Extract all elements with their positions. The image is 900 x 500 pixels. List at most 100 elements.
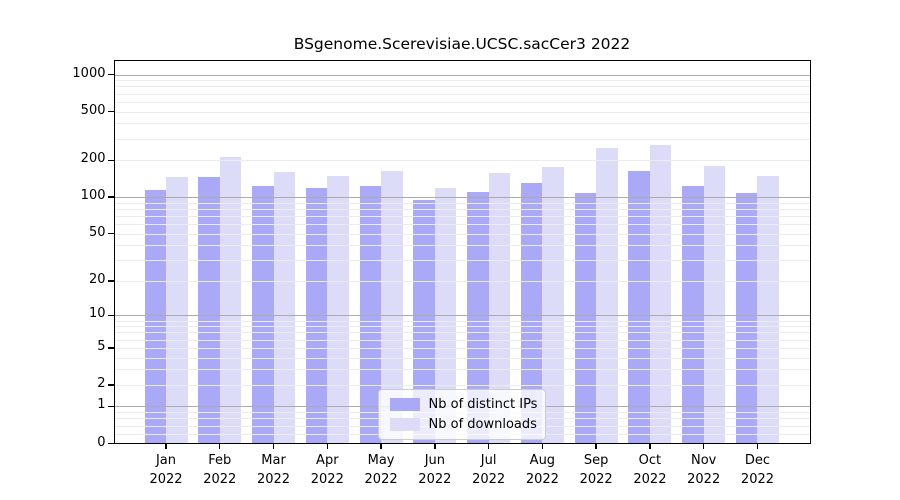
bar-jul-downloads: [488, 173, 511, 444]
y-tick: [107, 280, 114, 282]
year-label: 2022: [525, 472, 559, 487]
y-tick-label: 5: [97, 338, 106, 354]
x-tick-label-mar: Mar 2022: [242, 451, 306, 490]
bar-oct-downloads: [649, 144, 672, 444]
minor-gridline: [113, 320, 811, 322]
x-tick-label-jun: Jun 2022: [403, 451, 467, 490]
x-tick: [219, 443, 221, 449]
major-gridline: [113, 315, 811, 317]
y-tick-label: 200: [80, 151, 106, 167]
y-tick: [107, 405, 114, 408]
minor-gridline: [113, 111, 811, 113]
bar-dec-downloads: [757, 175, 779, 444]
bar-may-downloads: [381, 170, 403, 444]
month-label: May: [367, 452, 395, 468]
legend-item-distinct-ips: Nb of distinct IPs: [389, 394, 538, 414]
minor-gridline: [113, 123, 811, 125]
major-gridline: [113, 197, 811, 199]
minor-gridline: [113, 160, 811, 162]
minor-gridline: [113, 332, 811, 334]
x-tick-label-may: May 2022: [349, 451, 413, 490]
minor-gridline: [113, 326, 811, 328]
legend-label-downloads: Nb of downloads: [428, 416, 537, 432]
minor-gridline: [113, 233, 811, 235]
x-tick: [272, 443, 275, 449]
x-tick: [165, 443, 167, 449]
month-label: Sep: [583, 452, 609, 468]
y-tick-label: 50: [88, 224, 106, 240]
x-tick-label-sep: Sep 2022: [564, 451, 628, 490]
y-tick: [107, 314, 114, 317]
minor-gridline: [113, 215, 811, 217]
x-tick: [649, 443, 651, 449]
minor-gridline: [113, 280, 811, 282]
x-tick-label-jan: Jan 2022: [134, 451, 198, 490]
y-tick: [107, 232, 114, 235]
minor-gridline: [113, 339, 811, 341]
bar-dec-distinct-ips: [735, 193, 758, 444]
minor-gridline: [113, 384, 811, 386]
y-tick-label: 10: [88, 306, 106, 322]
x-tick-label-apr: Apr 2022: [295, 451, 359, 490]
month-label: Apr: [316, 452, 339, 468]
x-tick: [541, 443, 544, 449]
y-tick: [107, 110, 114, 113]
y-tick-label: 20: [88, 271, 106, 287]
y-tick-label: 0: [97, 434, 106, 450]
y-tick-label: 500: [80, 102, 106, 118]
month-label: Dec: [744, 452, 771, 468]
y-tick-label: 1: [97, 397, 106, 413]
y-tick: [107, 73, 114, 76]
month-label: Jan: [155, 452, 177, 468]
month-label: Jun: [424, 452, 445, 468]
month-label: Oct: [638, 452, 662, 468]
year-label: 2022: [310, 472, 344, 487]
bar-mar-downloads: [273, 171, 296, 444]
minor-gridline: [113, 208, 811, 210]
minor-gridline: [113, 101, 811, 103]
month-label: Mar: [261, 452, 286, 468]
x-tick: [326, 443, 328, 449]
x-tick: [756, 443, 759, 449]
bar-feb-distinct-ips: [198, 176, 220, 444]
minor-gridline: [113, 347, 811, 349]
gridlines-layer: [113, 60, 811, 444]
month-label: Aug: [529, 452, 556, 468]
minor-gridline: [113, 369, 811, 371]
bar-jul-distinct-ips: [467, 192, 489, 444]
bar-nov-downloads: [703, 165, 726, 444]
x-tick-label-oct: Oct 2022: [618, 451, 682, 490]
y-tick: [107, 384, 114, 386]
bar-apr-downloads: [327, 175, 349, 444]
x-tick-label-feb: Feb 2022: [188, 451, 252, 490]
minor-gridline: [113, 93, 811, 95]
x-tick-label-dec: Dec 2022: [725, 451, 789, 490]
y-tick: [107, 347, 114, 349]
x-tick-label-aug: Aug 2022: [510, 451, 574, 490]
minor-gridline: [113, 138, 811, 140]
month-label: Jul: [480, 452, 497, 468]
year-label: 2022: [256, 472, 291, 487]
legend: Nb of distinct IPs Nb of downloads: [377, 389, 546, 440]
minor-gridline: [113, 86, 811, 88]
x-tick: [595, 443, 597, 449]
x-tick-label-nov: Nov 2022: [672, 451, 736, 490]
legend-swatch-distinct-ips-icon: [389, 397, 420, 411]
y-tick-label: 2: [97, 375, 106, 391]
x-tick: [434, 443, 436, 449]
minor-gridline: [113, 80, 811, 82]
minor-gridline: [113, 245, 811, 247]
bar-sep-distinct-ips: [574, 193, 597, 444]
x-tick: [380, 443, 382, 449]
year-label: 2022: [364, 472, 398, 487]
month-label: Feb: [208, 452, 232, 468]
x-tick: [703, 443, 705, 449]
legend-label-distinct-ips: Nb of distinct IPs: [428, 396, 538, 412]
y-tick-label: 1000: [72, 65, 106, 81]
y-tick: [107, 159, 114, 161]
legend-item-downloads: Nb of downloads: [389, 414, 537, 434]
plot-area: Nb of distinct IPs Nb of downloads: [113, 60, 811, 444]
minor-gridline: [113, 223, 811, 225]
y-tick: [107, 442, 114, 445]
